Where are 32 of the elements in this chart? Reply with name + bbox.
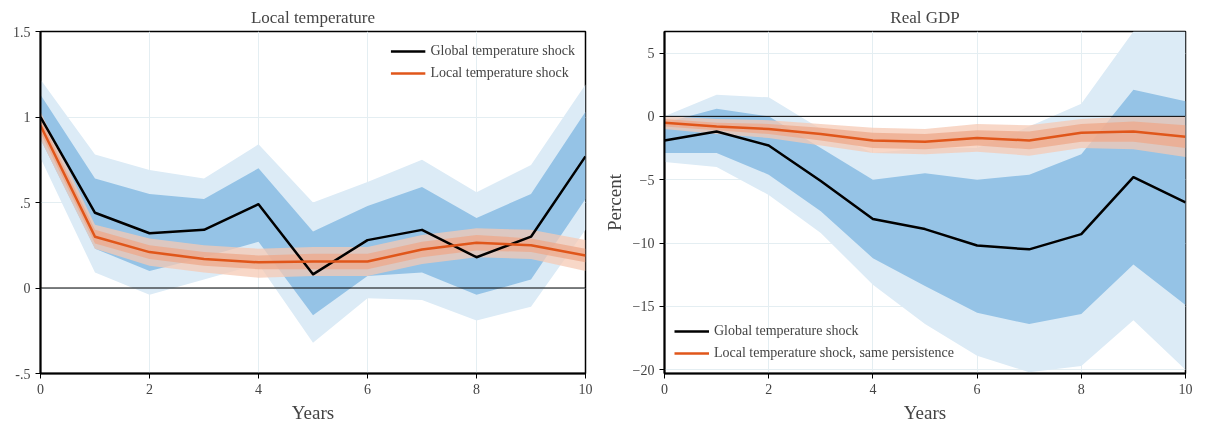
y-tick-label: -.5 xyxy=(15,366,31,382)
y-tick-label: 0 xyxy=(23,281,31,296)
y-tick-label: 1.5 xyxy=(13,24,31,40)
y-axis-title: Percent xyxy=(603,173,625,231)
x-tick-label: 8 xyxy=(1077,381,1085,397)
legend-label: Global temperature shock xyxy=(430,43,575,59)
y-tick-label: .5 xyxy=(20,195,31,211)
x-tick-label: 6 xyxy=(364,381,371,397)
chart-title: Local temperature xyxy=(250,7,376,27)
x-tick-label: 8 xyxy=(473,381,480,397)
x-tick-label: 10 xyxy=(1178,381,1193,397)
legend-label: Local temperature shock, same persistence xyxy=(714,345,954,361)
y-tick-label: −5 xyxy=(639,172,655,188)
x-axis-title: Years xyxy=(291,401,335,423)
x-axis-title: Years xyxy=(903,401,947,423)
x-tick-label: 0 xyxy=(37,381,44,397)
x-tick-label: 2 xyxy=(146,381,153,397)
x-tick-label: 4 xyxy=(869,381,877,397)
y-tick-label: 1 xyxy=(23,110,31,125)
y-tick-label: −15 xyxy=(632,299,655,315)
y-tick-label: 0 xyxy=(647,109,655,125)
y-tick-label: −10 xyxy=(632,236,655,252)
x-tick-label: 6 xyxy=(973,381,981,397)
y-tick-label: 5 xyxy=(647,46,655,62)
legend-label: Local temperature shock xyxy=(430,65,569,81)
x-tick-label: 10 xyxy=(578,381,593,397)
chart-title: Real GDP xyxy=(890,7,960,27)
x-tick-label: 2 xyxy=(765,381,773,397)
x-tick-label: 0 xyxy=(661,381,668,397)
x-tick-label: 4 xyxy=(255,381,262,397)
legend-label: Global temperature shock xyxy=(714,323,859,339)
y-tick-label: −20 xyxy=(632,362,655,378)
